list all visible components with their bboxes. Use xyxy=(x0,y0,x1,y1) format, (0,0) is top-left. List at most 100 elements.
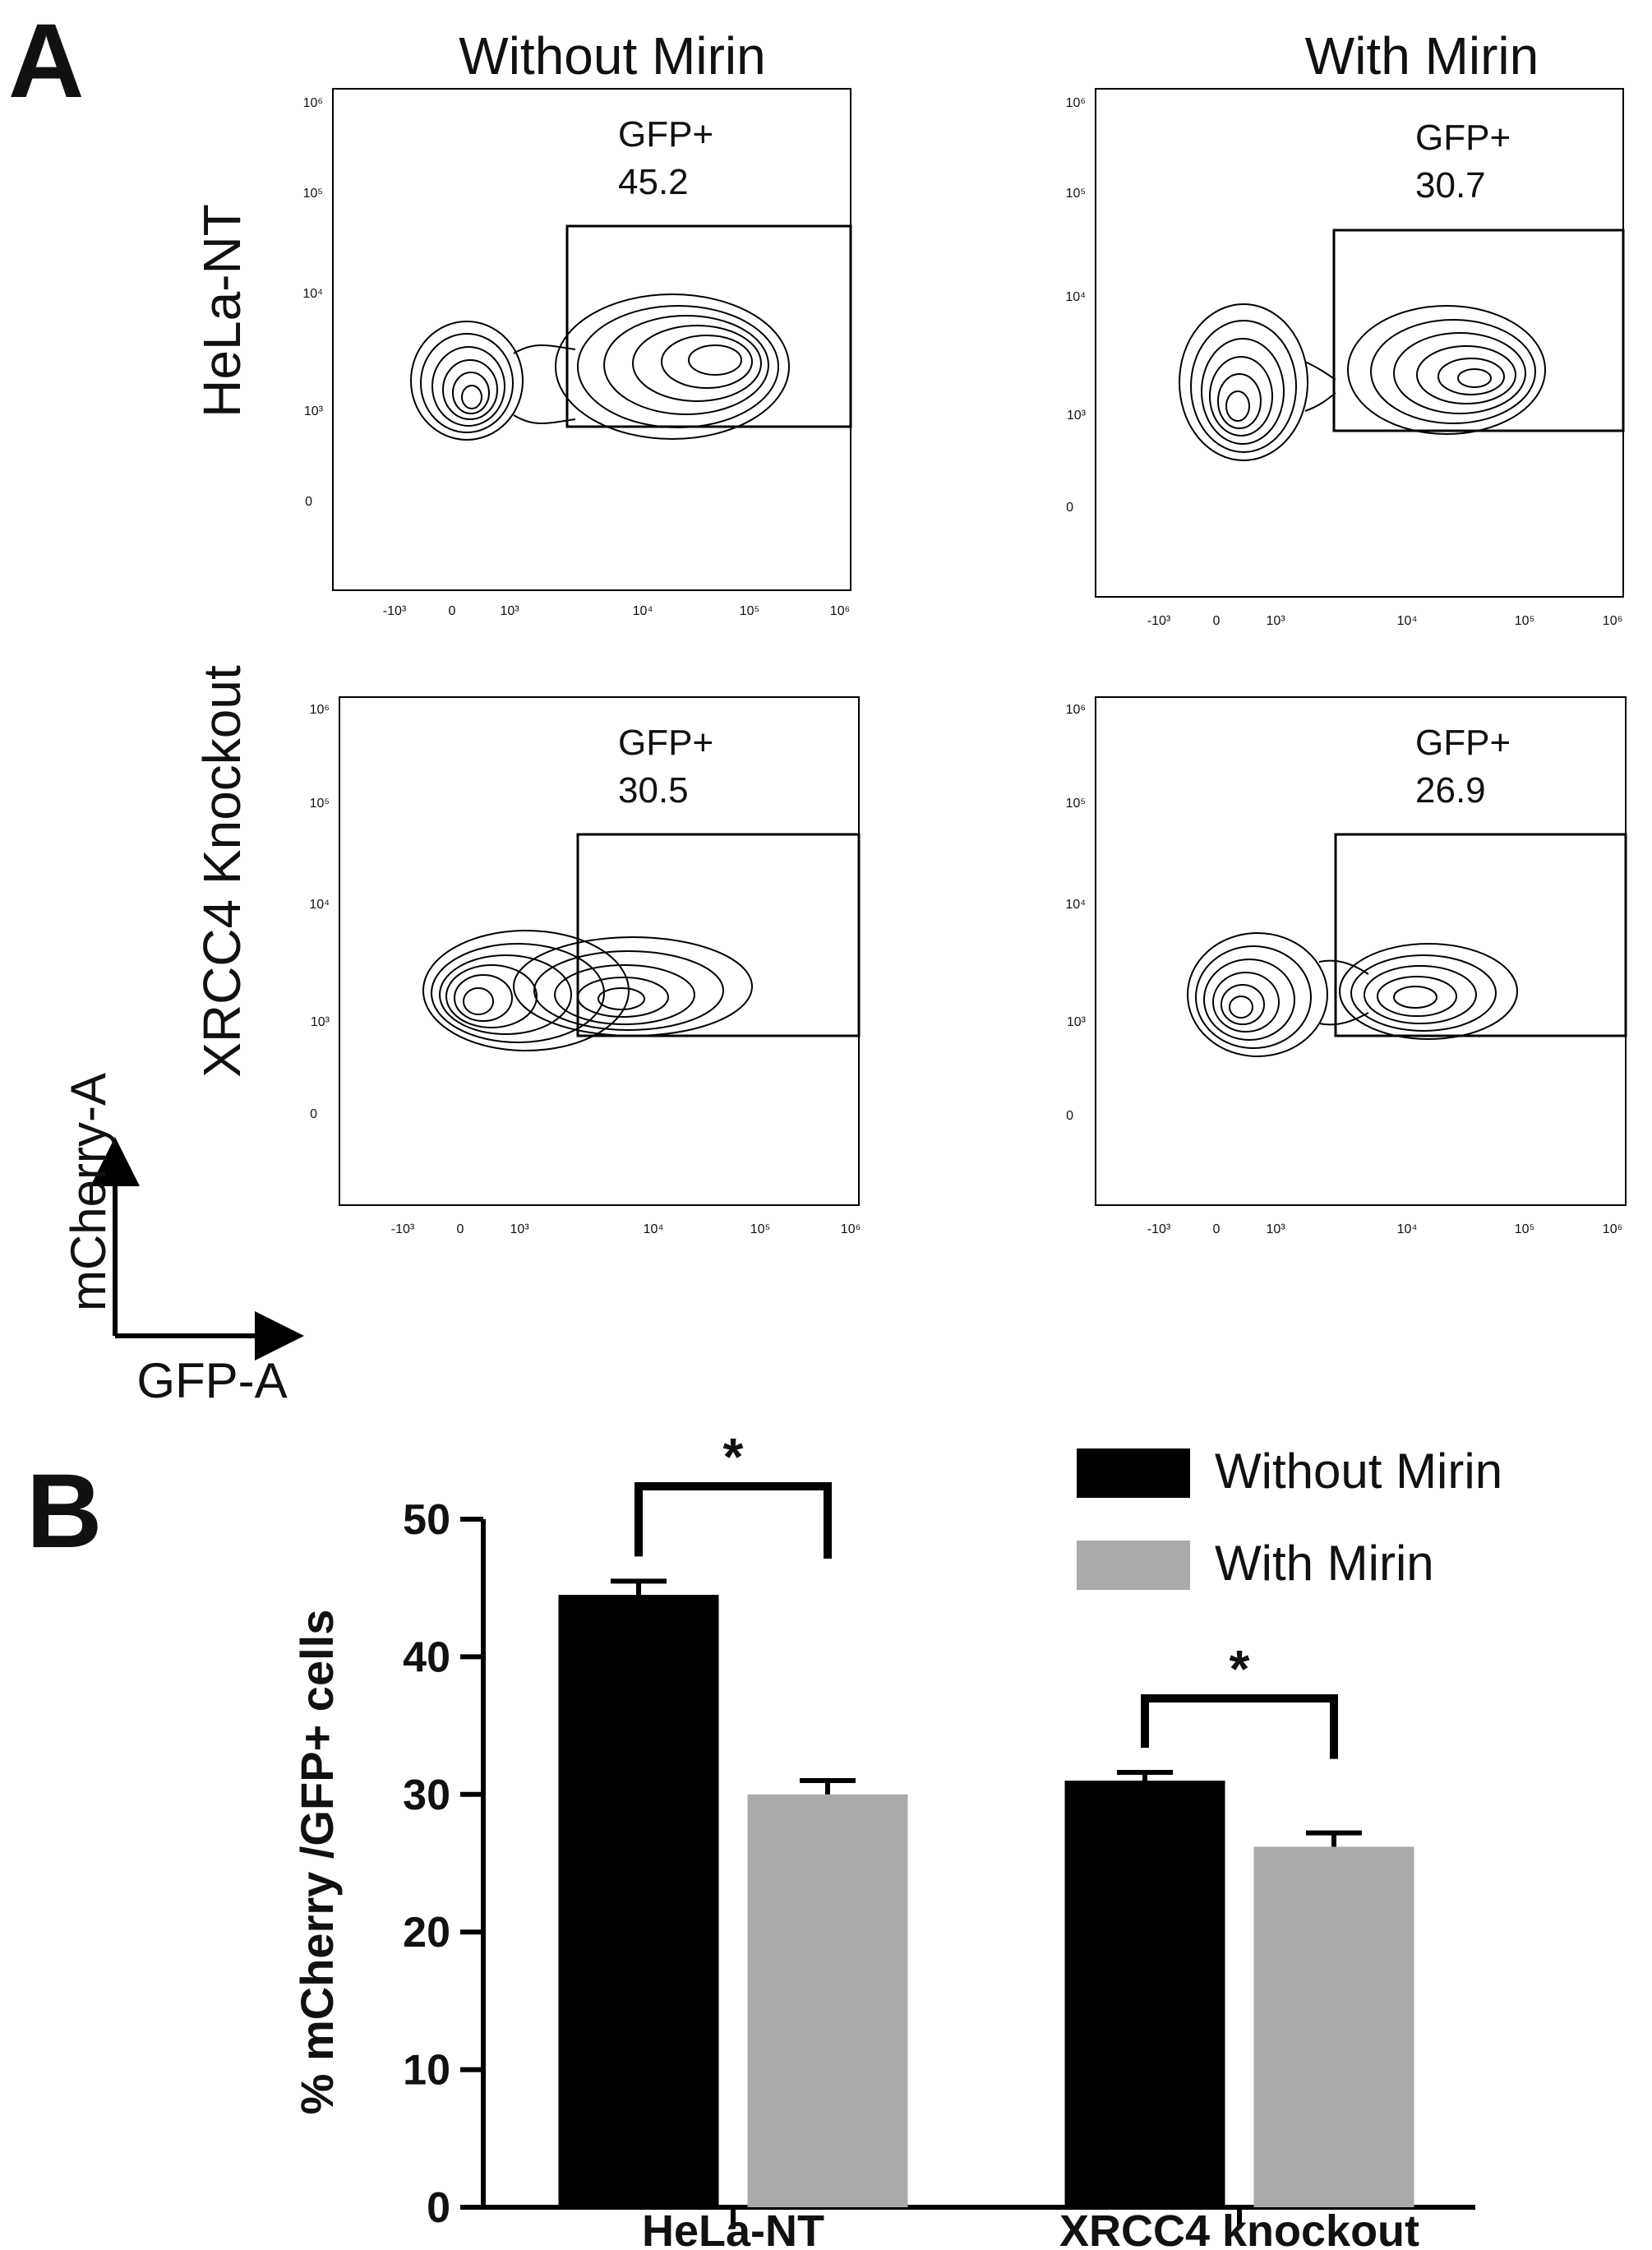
x-tick: 10⁶ xyxy=(1603,1222,1622,1236)
bar xyxy=(1064,1781,1225,2207)
flow-plot-xrcc4-with-mirin: 10⁶ 10⁵ 10⁴ 10³ 0 -10³ 0 10³ 10⁴ 10⁵ 10⁶… xyxy=(1065,696,1627,1236)
gate-label: GFP+ xyxy=(618,723,713,763)
x-tick: 10⁴ xyxy=(1397,1222,1418,1236)
x-axis-legend-label: GFP-A xyxy=(136,1353,287,1408)
bar xyxy=(1253,1846,1414,2207)
y-tick: 0 xyxy=(1066,501,1073,515)
y-tick: 10⁴ xyxy=(1065,898,1086,912)
gate-value: 45.2 xyxy=(618,162,689,202)
x-tick: 10⁵ xyxy=(740,604,759,618)
contour-density xyxy=(1187,932,1518,1057)
x-tick: 0 xyxy=(449,604,456,618)
y-tick: 10³ xyxy=(1067,1015,1087,1029)
y-tick-label: 50 xyxy=(403,1496,450,1544)
contour-density xyxy=(1179,303,1546,461)
row-title-hela-nt: HeLa-NT xyxy=(192,204,251,418)
category-labels: HeLa-NT XRCC4 knockout xyxy=(642,2206,1419,2250)
x-tick: 10⁶ xyxy=(1603,614,1622,628)
x-tick: 10⁴ xyxy=(633,604,653,618)
y-tick: 10⁴ xyxy=(302,287,323,301)
x-tick: 10⁵ xyxy=(750,1222,770,1236)
y-tick: 10⁶ xyxy=(1066,703,1086,717)
flow-plot-frame xyxy=(1095,88,1624,598)
y-tick: 10³ xyxy=(1067,409,1087,423)
y-tick: 10⁴ xyxy=(309,898,330,912)
x-tick: 10⁵ xyxy=(1515,614,1534,628)
panel-b-label: B xyxy=(26,1453,102,1570)
category-label: XRCC4 knockout xyxy=(1059,2206,1419,2250)
gate-label: GFP+ xyxy=(1415,118,1511,158)
axis-legend: mCherry-A GFP-A xyxy=(61,1073,304,1408)
panel-a-label: A xyxy=(8,2,84,120)
flow-plot-hela-nt-without-mirin: 10⁶ 10⁵ 10⁴ 10³ 0 -10³ 0 10³ 10⁴ 10⁵ 10⁶… xyxy=(302,88,852,618)
contour-density xyxy=(410,293,790,441)
legend-swatch xyxy=(1077,1541,1190,1590)
gate-value: 30.7 xyxy=(1415,165,1486,206)
gate-value: 26.9 xyxy=(1415,770,1486,811)
gate-value: 30.5 xyxy=(618,770,689,811)
y-tick: 10⁴ xyxy=(1065,290,1086,304)
significance-bracket xyxy=(1141,1694,1338,1759)
y-tick: 10⁵ xyxy=(303,187,323,201)
gate-label: GFP+ xyxy=(618,114,713,155)
legend: Without Mirin With Mirin xyxy=(1077,1444,1502,1591)
y-tick: 10⁵ xyxy=(1066,797,1086,811)
y-axis-legend-label: mCherry-A xyxy=(61,1073,116,1311)
significance-brackets: ** xyxy=(634,1427,1338,1759)
x-tick: -10³ xyxy=(391,1222,415,1236)
error-bars xyxy=(611,1578,1362,1847)
y-tick-label: 10 xyxy=(403,2047,450,2095)
flow-plot-hela-nt-with-mirin: 10⁶ 10⁵ 10⁴ 10³ 0 -10³ 0 10³ 10⁴ 10⁵ 10⁶… xyxy=(1065,88,1625,628)
y-tick: 0 xyxy=(1066,1109,1073,1123)
row-title-xrcc4-knockout: XRCC4 Knockout xyxy=(192,665,251,1078)
x-tick: 0 xyxy=(457,1222,464,1236)
bar xyxy=(558,1595,719,2207)
bar-chart: 0 10 20 30 40 50 ** HeLa-NT XRCC4 knockout % m… xyxy=(291,1427,1502,2250)
column-title-with-mirin: With Mirin xyxy=(1305,26,1539,85)
y-tick: 10⁶ xyxy=(1066,96,1086,110)
y-tick: 10³ xyxy=(304,404,324,418)
x-tick: 10³ xyxy=(500,604,519,618)
column-title-without-mirin: Without Mirin xyxy=(459,26,765,85)
y-tick-label: 30 xyxy=(403,1772,450,1819)
y-tick: 10⁶ xyxy=(303,96,323,110)
y-tick: 0 xyxy=(305,495,312,509)
y-axis-label: % mCherry /GFP+ cells xyxy=(291,1610,343,2115)
y-tick: 0 xyxy=(310,1107,317,1121)
category-label: HeLa-NT xyxy=(642,2206,824,2250)
significance-bracket xyxy=(634,1482,832,1559)
bar xyxy=(747,1794,908,2207)
x-tick: 10⁴ xyxy=(1397,614,1418,628)
x-tick: -10³ xyxy=(1147,1222,1171,1236)
gate xyxy=(1332,229,1625,432)
gate-label: GFP+ xyxy=(1415,723,1511,763)
y-tick: 10³ xyxy=(311,1015,330,1029)
y-tick-label: 40 xyxy=(403,1633,450,1681)
x-tick: 10⁶ xyxy=(830,604,850,618)
flow-plot-xrcc4-without-mirin: 10⁶ 10⁵ 10⁴ 10³ 0 -10³ 0 10³ 10⁴ 10⁵ 10⁶… xyxy=(309,696,861,1236)
y-tick: 10⁵ xyxy=(1066,187,1086,201)
significance-star: * xyxy=(723,1427,744,1486)
y-tick: 10⁶ xyxy=(310,703,330,717)
contour-density xyxy=(422,930,753,1051)
x-tick: 10⁶ xyxy=(841,1222,861,1236)
x-tick: -10³ xyxy=(1147,614,1171,628)
x-tick: 10³ xyxy=(510,1222,529,1236)
x-tick: -10³ xyxy=(383,604,407,618)
y-ticks: 0 10 20 30 40 50 xyxy=(403,1496,483,2232)
legend-swatch xyxy=(1077,1448,1190,1498)
x-tick: 10³ xyxy=(1266,1222,1285,1236)
gate xyxy=(565,224,852,428)
y-tick-label: 20 xyxy=(403,1909,450,1957)
gate xyxy=(576,833,861,1037)
x-tick: 10⁴ xyxy=(644,1222,664,1236)
y-tick-label: 0 xyxy=(427,2184,450,2232)
x-tick: 0 xyxy=(1213,1222,1221,1236)
x-tick: 10³ xyxy=(1266,614,1285,628)
bars xyxy=(558,1595,1414,2207)
x-tick: 10⁵ xyxy=(1515,1222,1534,1236)
x-tick: 0 xyxy=(1213,614,1221,628)
gate xyxy=(1334,833,1627,1037)
flow-plot-frame xyxy=(332,88,851,591)
